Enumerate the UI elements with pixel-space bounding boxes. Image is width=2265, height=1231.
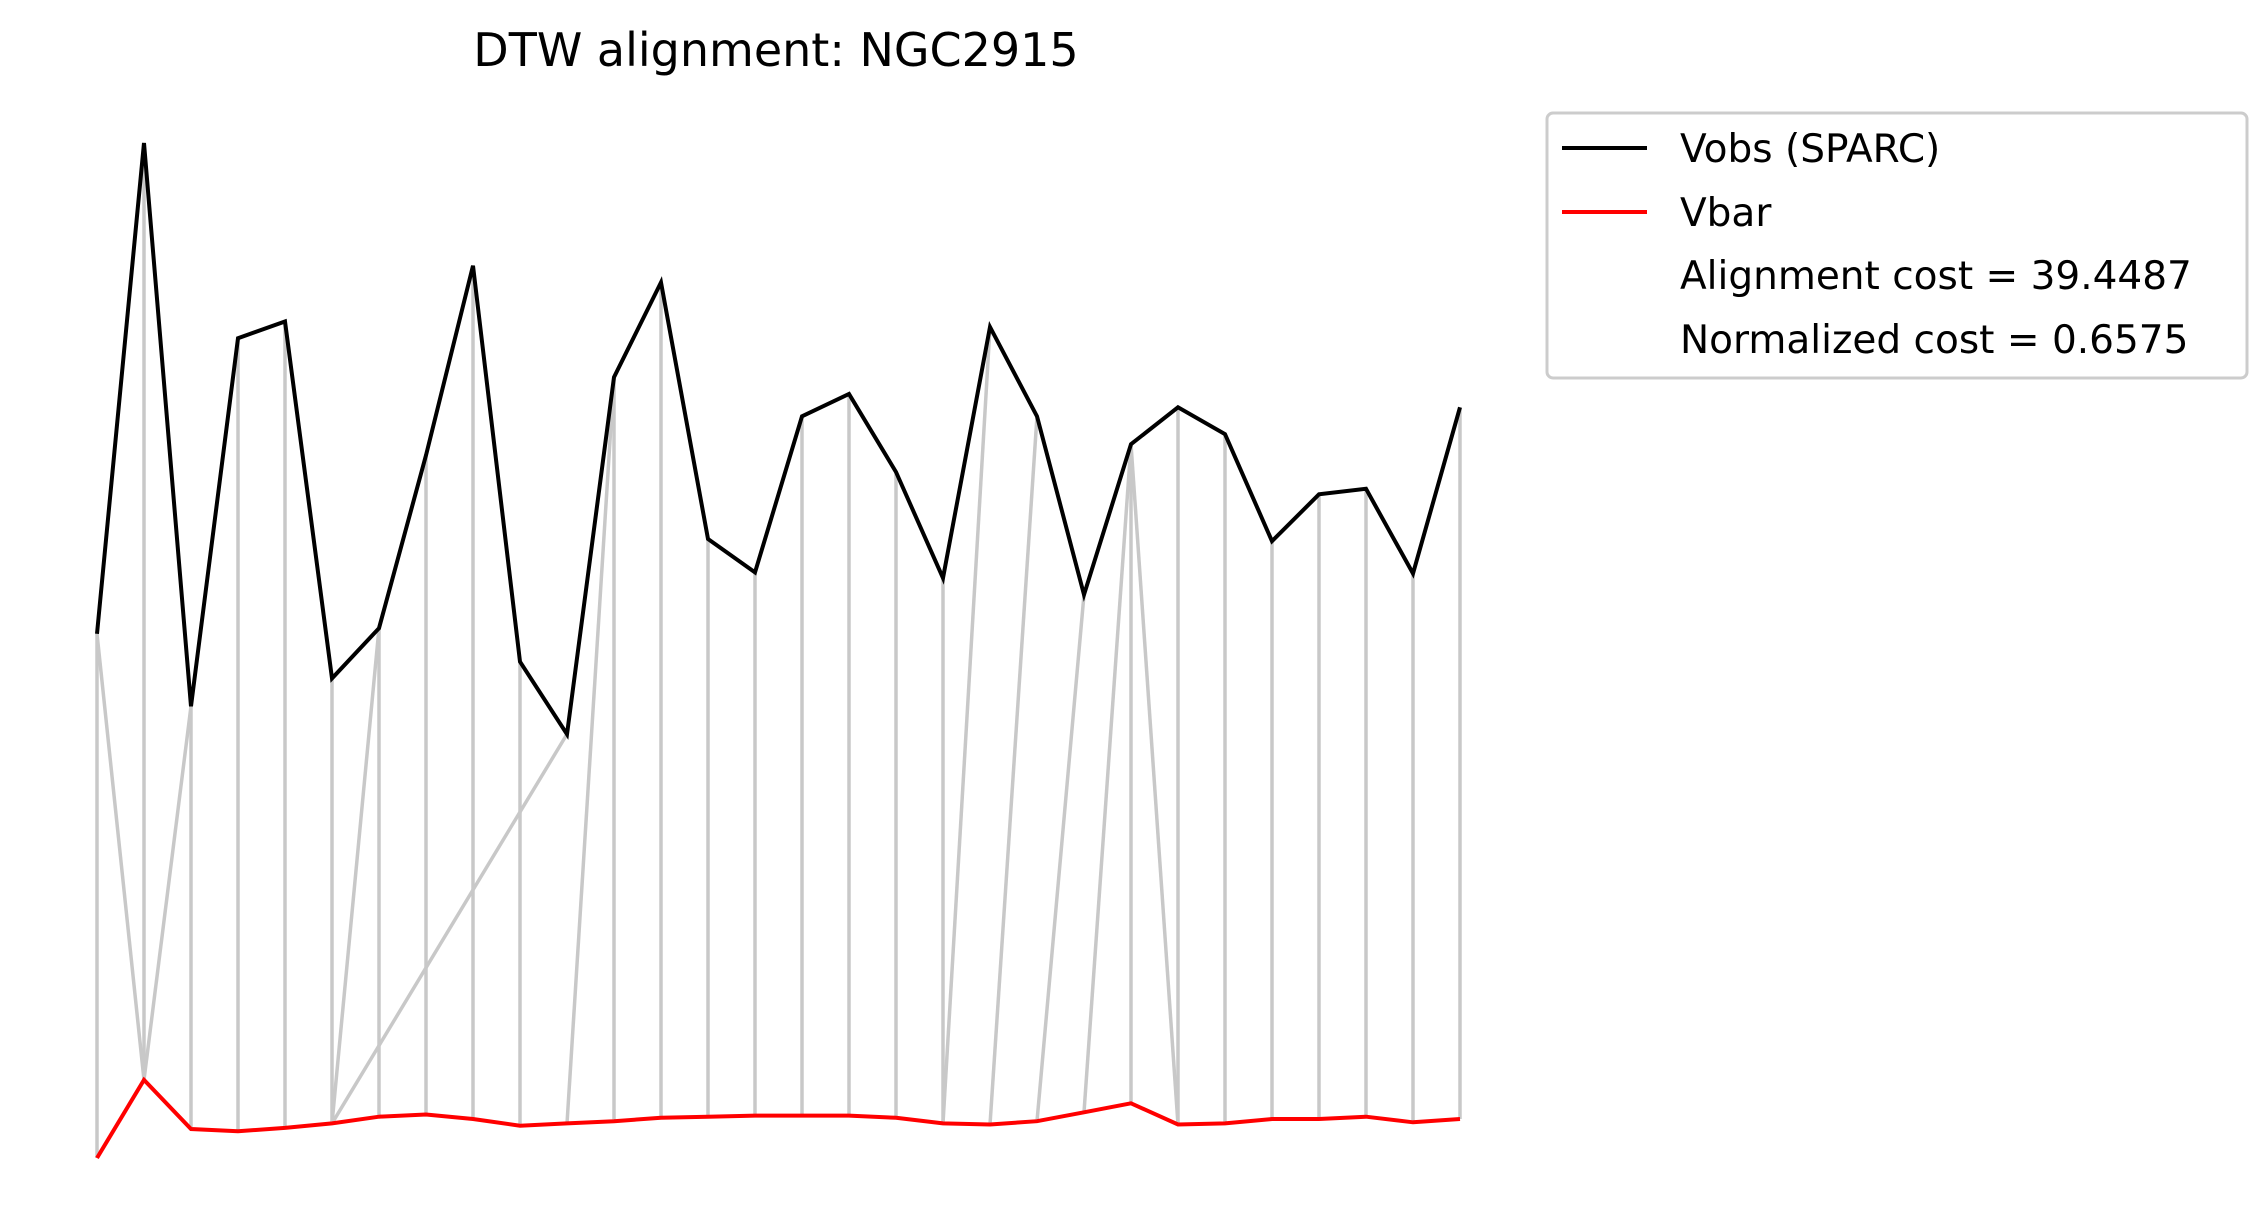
alignment-line-14 — [565, 377, 616, 1124]
alignment-line-3 — [142, 706, 193, 1081]
alignment-line-8 — [330, 628, 381, 1124]
legend-frame — [1545, 111, 2249, 380]
legend-normalized-cost: Normalized cost = 0.6575 — [1680, 318, 2188, 363]
legend-label-vobs: Vobs (SPARC) — [1680, 127, 1940, 172]
legend: Vobs (SPARC) Vbar Alignment cost = 39.44… — [1545, 111, 2249, 380]
alignment-line-25 — [1035, 594, 1086, 1122]
legend-alignment-cost: Alignment cost = 39.4487 — [1680, 254, 2192, 299]
plot-area — [95, 142, 1462, 1160]
chart-title: DTW alignment: NGC2915 — [473, 23, 1078, 77]
alignment-line-23 — [941, 326, 992, 1124]
alignment-lines — [95, 143, 1462, 1158]
alignment-line-26 — [1082, 444, 1133, 1113]
alignment-line-1 — [95, 633, 146, 1081]
alignment-line-28 — [1129, 444, 1180, 1125]
series-line-vbar — [95, 1076, 1461, 1160]
legend-label-vbar: Vbar — [1680, 191, 1772, 236]
alignment-line-13 — [330, 733, 569, 1125]
alignment-line-24 — [988, 416, 1039, 1125]
series-lines — [95, 142, 1462, 1160]
series-line-vobs — [95, 142, 1462, 740]
